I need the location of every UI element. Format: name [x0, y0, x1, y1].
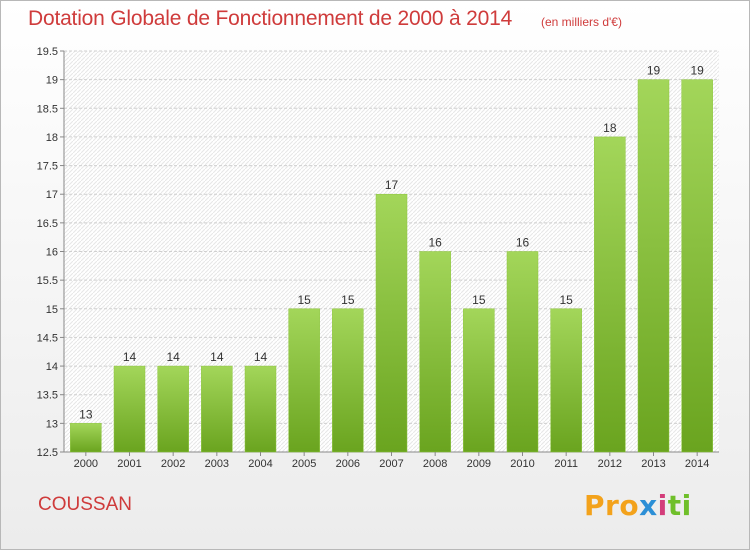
y-tick-label: 15.5 [37, 275, 58, 287]
x-tick-label: 2002 [161, 458, 185, 470]
bar [506, 251, 539, 453]
y-tick-label: 19 [46, 75, 58, 87]
bar [550, 308, 582, 453]
bar-value-label: 16 [428, 236, 442, 250]
bar [375, 193, 408, 453]
x-tick-label: 2007 [379, 458, 403, 470]
bar-value-label: 15 [297, 293, 311, 307]
x-tick-label: 2013 [641, 458, 665, 470]
bar-value-label: 15 [472, 293, 486, 307]
y-tick-label: 18.5 [37, 103, 58, 115]
bar-value-label: 14 [166, 350, 180, 364]
y-tick-label: 15 [46, 304, 58, 316]
bar-value-label: 13 [79, 407, 93, 421]
x-tick-label: 2001 [117, 458, 141, 470]
x-tick-label: 2006 [336, 458, 360, 470]
bar-value-label: 15 [341, 293, 355, 307]
bar [594, 136, 626, 453]
x-tick-label: 2012 [598, 458, 622, 470]
bar-value-label: 16 [516, 236, 530, 250]
y-tick-label: 13 [46, 418, 58, 430]
chart-subtitle: (en milliers d'€) [541, 15, 622, 29]
bar [201, 365, 233, 453]
commune-name: COUSSAN [38, 494, 132, 515]
y-tick-label: 18 [46, 132, 58, 144]
bar [637, 79, 670, 453]
x-tick-label: 2010 [510, 458, 534, 470]
x-tick-label: 2014 [685, 458, 709, 470]
bar [419, 251, 451, 453]
bar-value-label: 19 [690, 64, 704, 78]
bar [157, 365, 189, 453]
bar [288, 308, 320, 453]
x-tick-label: 2009 [467, 458, 491, 470]
y-tick-label: 13.5 [37, 390, 58, 402]
bar [463, 308, 495, 453]
y-tick-label: 17.5 [37, 161, 58, 173]
y-tick-label: 16 [46, 247, 58, 259]
y-tick-label: 17 [46, 189, 58, 201]
bar [332, 308, 364, 453]
chart-title: Dotation Globale de Fonctionnement de 20… [28, 7, 513, 30]
proxiti-logo[interactable]: Proxiti [584, 489, 692, 522]
y-tick-label: 16.5 [37, 218, 58, 230]
bar-value-label: 14 [254, 350, 268, 364]
y-tick-label: 14 [46, 361, 58, 373]
y-tick-label: 12.5 [37, 447, 58, 459]
bar [244, 365, 277, 453]
y-tick-label: 19.5 [37, 46, 58, 58]
bar-value-label: 14 [123, 350, 137, 364]
x-tick-label: 2000 [74, 458, 98, 470]
bar-value-label: 14 [210, 350, 224, 364]
x-tick-label: 2011 [554, 458, 578, 470]
y-tick-label: 14.5 [37, 332, 58, 344]
bar [681, 79, 713, 453]
x-tick-label: 2004 [248, 458, 272, 470]
bar [113, 365, 146, 453]
x-tick-label: 2008 [423, 458, 447, 470]
bar-value-label: 18 [603, 121, 617, 135]
x-tick-label: 2003 [205, 458, 229, 470]
bar-value-label: 17 [385, 178, 399, 192]
x-tick-label: 2005 [292, 458, 316, 470]
bar-value-label: 19 [647, 64, 661, 78]
bar [70, 423, 102, 453]
bar-value-label: 15 [559, 293, 573, 307]
